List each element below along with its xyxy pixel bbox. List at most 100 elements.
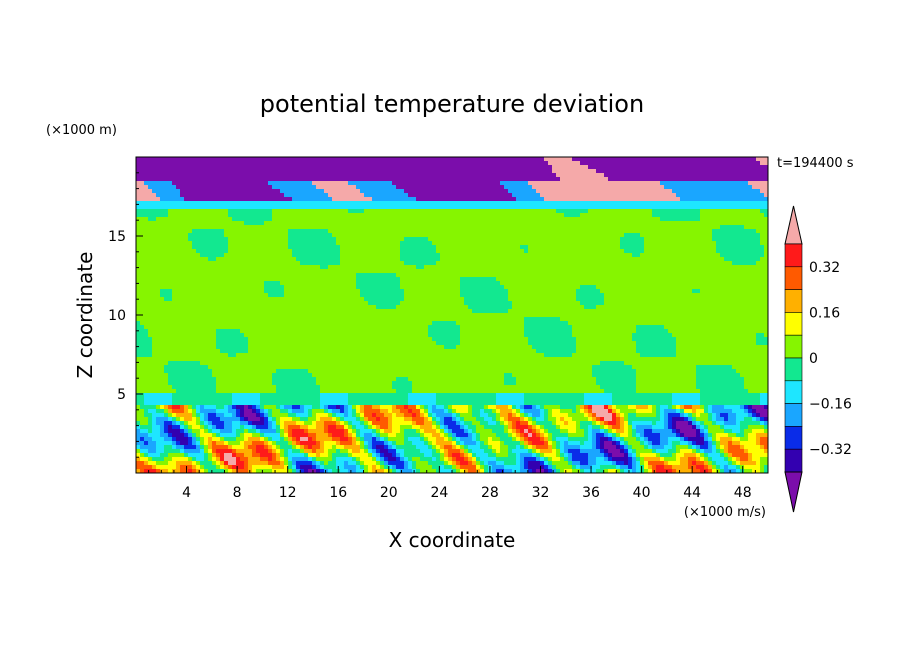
contour-cell <box>204 301 208 305</box>
contour-cell <box>240 469 244 473</box>
contour-cell <box>152 301 156 305</box>
contour-cell <box>332 453 336 457</box>
contour-cell <box>288 417 292 421</box>
contour-cell <box>312 325 316 329</box>
contour-cell <box>228 393 232 397</box>
contour-cell <box>180 297 184 301</box>
contour-cell <box>324 445 328 449</box>
contour-cell <box>248 261 252 265</box>
contour-cell <box>220 433 224 437</box>
contour-cell <box>384 309 388 313</box>
contour-cell <box>376 173 380 177</box>
contour-cell <box>376 389 380 393</box>
contour-cell <box>240 381 244 385</box>
contour-cell <box>268 389 272 393</box>
contour-cell <box>196 193 200 197</box>
contour-cell <box>180 165 184 169</box>
contour-cell <box>260 241 264 245</box>
contour-cell <box>160 233 164 237</box>
contour-cell <box>164 449 168 453</box>
contour-cell <box>364 389 368 393</box>
contour-cell <box>224 221 228 225</box>
contour-cell <box>212 253 216 257</box>
contour-cell <box>320 177 324 181</box>
contour-cell <box>192 393 196 397</box>
contour-cell <box>320 261 324 265</box>
contour-cell <box>376 373 380 377</box>
contour-cell <box>192 313 196 317</box>
contour-cell <box>320 321 324 325</box>
contour-cell <box>340 261 344 265</box>
contour-cell <box>236 421 240 425</box>
contour-cell <box>280 297 284 301</box>
contour-cell <box>368 217 372 221</box>
contour-cell <box>312 173 316 177</box>
contour-cell <box>368 265 372 269</box>
contour-cell <box>220 429 224 433</box>
contour-cell <box>384 269 388 273</box>
contour-cell <box>208 209 212 213</box>
contour-cell <box>288 237 292 241</box>
contour-cell <box>156 453 160 457</box>
contour-cell <box>196 433 200 437</box>
contour-cell <box>376 429 380 433</box>
contour-cell <box>280 385 284 389</box>
contour-cell <box>368 165 372 169</box>
contour-cell <box>136 357 140 361</box>
contour-cell <box>344 397 348 401</box>
contour-cell <box>384 161 388 165</box>
contour-cell <box>332 369 336 373</box>
contour-cell <box>244 369 248 373</box>
contour-cell <box>208 413 212 417</box>
contour-cell <box>272 157 276 161</box>
contour-cell <box>212 453 216 457</box>
contour-cell <box>196 173 200 177</box>
contour-cell <box>328 377 332 381</box>
contour-cell <box>304 353 308 357</box>
contour-cell <box>272 237 276 241</box>
contour-cell <box>316 313 320 317</box>
contour-cell <box>248 305 252 309</box>
contour-cell <box>172 261 176 265</box>
contour-cell <box>240 373 244 377</box>
contour-cell <box>372 193 376 197</box>
contour-cell <box>240 213 244 217</box>
contour-cell <box>292 169 296 173</box>
contour-cell <box>324 365 328 369</box>
contour-cell <box>192 345 196 349</box>
contour-cell <box>220 237 224 241</box>
contour-cell <box>320 461 324 465</box>
contour-cell <box>288 285 292 289</box>
contour-cell <box>260 357 264 361</box>
contour-cell <box>244 249 248 253</box>
contour-cell <box>216 393 220 397</box>
contour-cell <box>316 297 320 301</box>
contour-cell <box>368 433 372 437</box>
contour-cell <box>340 281 344 285</box>
contour-cell <box>220 449 224 453</box>
contour-cell <box>308 433 312 437</box>
contour-cell <box>272 297 276 301</box>
contour-cell <box>216 261 220 265</box>
contour-cell <box>384 329 388 333</box>
contour-cell <box>176 337 180 341</box>
contour-cell <box>352 417 356 421</box>
contour-cell <box>280 349 284 353</box>
contour-cell <box>376 453 380 457</box>
contour-cell <box>180 273 184 277</box>
contour-cell <box>248 317 252 321</box>
contour-cell <box>228 285 232 289</box>
contour-cell <box>288 449 292 453</box>
contour-cell <box>316 317 320 321</box>
contour-cell <box>284 277 288 281</box>
contour-cell <box>176 165 180 169</box>
contour-cell <box>304 269 308 273</box>
contour-cell <box>384 249 388 253</box>
contour-cell <box>308 445 312 449</box>
contour-cell <box>144 409 148 413</box>
contour-cell <box>180 369 184 373</box>
contour-cell <box>332 225 336 229</box>
contour-cell <box>160 329 164 333</box>
contour-cell <box>216 225 220 229</box>
contour-cell <box>180 457 184 461</box>
